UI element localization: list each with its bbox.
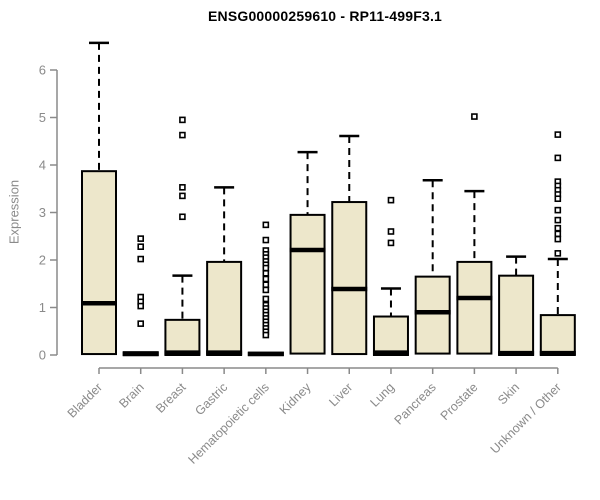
x-axis-label-unknown-other: Unknown / Other: [488, 380, 564, 456]
box-bladder: [81, 170, 117, 356]
x-axis-label-skin: Skin: [495, 380, 522, 407]
outlier-point-unknown-other: [554, 235, 562, 243]
x-axis-label-kidney: Kidney: [277, 380, 314, 417]
x-axis-label-pancreas: Pancreas: [392, 380, 439, 427]
chart-title: ENSG00000259610 - RP11-499F3.1: [207, 8, 443, 24]
box-liver: [331, 201, 368, 356]
outlier-point-hematopoietic-cells: [262, 281, 270, 289]
y-axis-tick-label: 5: [39, 110, 46, 125]
outlier-point-brain: [137, 255, 145, 263]
box-pancreas: [414, 275, 451, 355]
box-unknown-other: [539, 314, 576, 357]
outlier-point-lung: [387, 228, 395, 235]
y-axis-title: Expression: [6, 179, 22, 245]
outlier-point-lung: [387, 239, 395, 247]
outlier-point-hematopoietic-cells: [262, 264, 270, 272]
outlier-point-brain: [137, 243, 145, 250]
outlier-point-unknown-other: [554, 131, 562, 138]
x-axis-label-liver: Liver: [326, 380, 355, 409]
outlier-point-breast: [179, 116, 186, 124]
outlier-point-hematopoietic-cells: [262, 221, 270, 229]
y-axis-tick-label: 0: [39, 348, 46, 363]
box-skin: [498, 274, 535, 356]
box-kidney: [289, 213, 326, 355]
outlier-point-hematopoietic-cells: [262, 275, 270, 283]
outlier-point-unknown-other: [554, 206, 562, 214]
y-axis-tick-label: 6: [39, 63, 46, 78]
outlier-point-unknown-other: [554, 250, 562, 257]
outlier-point-brain: [137, 320, 145, 327]
outlier-point-hematopoietic-cells: [262, 269, 270, 277]
outlier-point-hematopoietic-cells: [262, 331, 270, 339]
outlier-point-brain: [137, 302, 145, 310]
outlier-point-brain: [137, 235, 145, 242]
y-axis-tick-label: 4: [39, 158, 46, 173]
y-axis-tick-label: 1: [39, 300, 46, 315]
x-axis-label-breast: Breast: [153, 380, 189, 416]
outlier-point-unknown-other: [554, 195, 562, 203]
box-breast: [164, 318, 201, 357]
box-lung: [372, 315, 409, 356]
x-axis-label-hematopoietic-cells: Hematopoietic cells: [185, 380, 272, 467]
outlier-point-breast: [179, 213, 186, 221]
y-axis-tick-label: 2: [39, 253, 46, 268]
outlier-point-breast: [179, 184, 186, 191]
outlier-point-hematopoietic-cells: [262, 236, 270, 244]
outlier-point-prostate: [471, 113, 478, 120]
x-axis-label-brain: Brain: [116, 380, 147, 411]
outlier-point-unknown-other: [554, 230, 562, 238]
outlier-point-breast: [179, 131, 186, 139]
outlier-point-unknown-other: [554, 154, 562, 162]
outlier-point-breast: [179, 192, 186, 200]
outlier-point-unknown-other: [554, 224, 562, 232]
box-gastric: [206, 260, 243, 356]
x-axis-label-prostate: Prostate: [438, 380, 481, 423]
outlier-point-hematopoietic-cells: [262, 286, 270, 294]
outlier-point-lung: [387, 196, 395, 204]
y-axis-tick-label: 3: [39, 205, 46, 220]
x-axis-label-gastric: Gastric: [192, 380, 230, 418]
x-axis-label-lung: Lung: [368, 380, 398, 410]
outlier-point-unknown-other: [554, 216, 562, 224]
x-axis-label-bladder: Bladder: [65, 380, 105, 420]
box-prostate: [456, 260, 493, 355]
outlier-point-hematopoietic-cells: [262, 295, 270, 303]
